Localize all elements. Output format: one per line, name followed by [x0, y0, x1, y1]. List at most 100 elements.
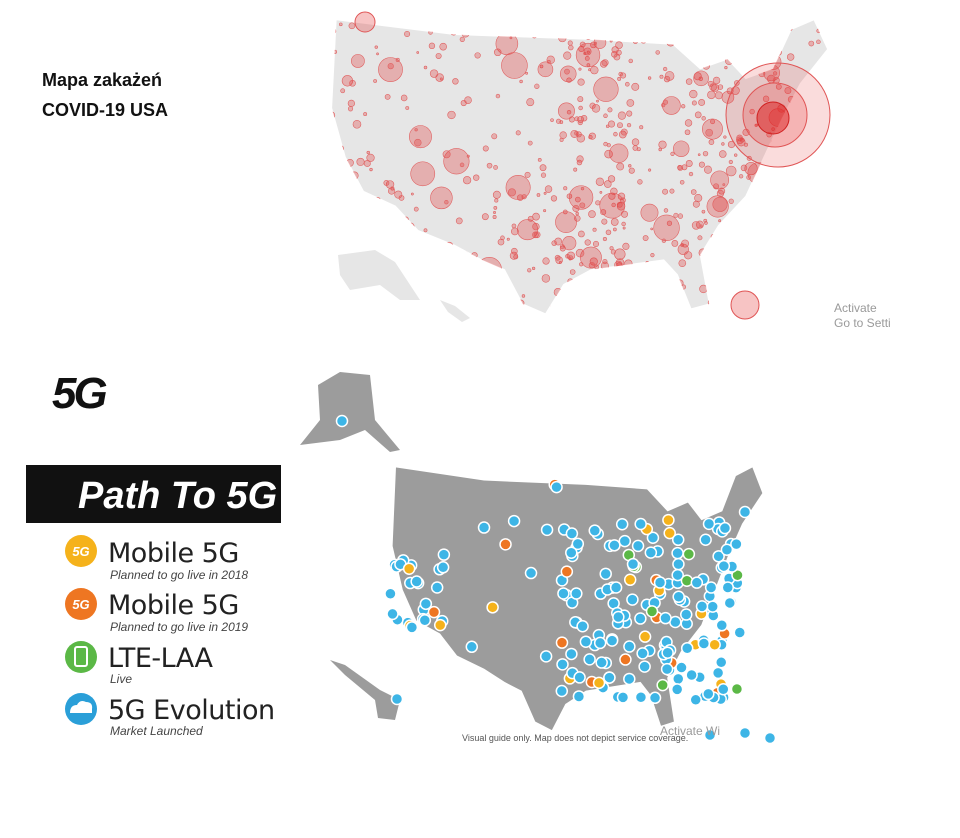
case-dot	[601, 59, 609, 67]
case-dot	[772, 288, 780, 296]
case-dot	[599, 191, 603, 194]
market-dot	[402, 562, 416, 575]
case-dot	[658, 140, 667, 149]
case-dot	[542, 19, 546, 22]
case-dot	[632, 38, 638, 44]
case-dot	[610, 23, 622, 34]
market-dot	[436, 561, 450, 574]
case-dot	[423, 65, 428, 70]
case-dot	[692, 200, 700, 208]
case-dot	[535, 32, 540, 37]
case-dot	[536, 193, 541, 197]
case-dot	[584, 56, 590, 61]
case-dot	[628, 167, 635, 174]
case-dot	[673, 140, 690, 157]
case-dot	[694, 194, 703, 203]
case-dot	[650, 253, 655, 258]
market-dot	[599, 567, 612, 581]
market-dot	[712, 550, 725, 563]
case-dot	[582, 284, 590, 292]
legend-note: Live	[110, 672, 132, 686]
case-dot	[713, 183, 720, 190]
market-dot	[671, 568, 684, 582]
case-dot	[537, 158, 542, 162]
case-dot	[588, 68, 592, 72]
case-dot	[730, 290, 760, 320]
case-dot	[752, 185, 756, 189]
market-dot	[638, 630, 652, 643]
case-dot	[777, 208, 783, 214]
market-dot	[730, 682, 744, 696]
case-dot	[758, 292, 763, 297]
case-dot	[511, 247, 518, 255]
case-dot	[754, 123, 758, 127]
market-dot	[720, 543, 734, 556]
case-dot	[677, 243, 689, 255]
case-dot	[728, 159, 733, 165]
case-dot	[777, 189, 783, 195]
case-dot	[727, 265, 736, 274]
case-dot	[685, 78, 693, 85]
case-dot	[527, 140, 533, 146]
case-dot	[624, 259, 633, 268]
case-dot	[603, 295, 607, 298]
market-dot	[477, 521, 491, 534]
case-dot	[666, 37, 675, 47]
case-dot	[376, 52, 379, 56]
market-dot	[618, 534, 632, 548]
case-dot	[577, 96, 584, 103]
market-dot	[680, 574, 694, 587]
market-dot	[593, 636, 607, 650]
case-dot	[347, 106, 354, 112]
market-dot	[721, 581, 735, 594]
case-dot	[701, 116, 706, 121]
case-dot	[661, 238, 667, 243]
case-dot	[463, 306, 468, 310]
case-dot	[331, 137, 340, 146]
case-dot	[746, 175, 751, 180]
case-dot	[613, 23, 617, 27]
case-dot	[764, 206, 769, 212]
case-dot	[555, 211, 577, 233]
case-dot	[706, 251, 715, 260]
case-dot	[617, 76, 622, 81]
market-dot	[427, 605, 441, 619]
case-dot	[366, 150, 370, 155]
case-dot	[501, 52, 528, 79]
case-dot	[482, 19, 491, 26]
case-dot	[573, 167, 578, 172]
market-dot	[717, 559, 731, 573]
case-dot	[770, 177, 790, 197]
case-dot	[516, 194, 524, 201]
market-dot	[663, 526, 676, 540]
case-dot	[425, 266, 429, 270]
case-dot	[381, 19, 389, 26]
market-dot	[539, 650, 553, 663]
case-dot	[613, 227, 617, 232]
case-dot	[717, 84, 724, 90]
case-dot	[519, 79, 523, 84]
case-dot	[691, 100, 697, 106]
case-dot	[604, 273, 608, 278]
case-dot	[659, 19, 686, 39]
market-dots	[335, 414, 777, 745]
case-dot	[721, 142, 725, 146]
case-dot	[414, 138, 422, 147]
market-dot	[603, 671, 616, 684]
case-dot	[461, 29, 470, 38]
case-dot	[718, 233, 724, 238]
case-dot	[590, 41, 597, 49]
case-dot	[719, 269, 744, 294]
market-dot	[733, 626, 747, 639]
case-dot	[691, 53, 698, 61]
market-dot	[631, 539, 645, 553]
market-dot	[711, 666, 725, 680]
case-dot	[622, 226, 626, 230]
case-dot	[735, 242, 744, 252]
market-dot	[565, 647, 578, 661]
market-dot	[410, 575, 423, 588]
case-dot	[493, 165, 498, 170]
case-dot	[666, 306, 670, 309]
case-dot	[452, 78, 459, 85]
case-dot	[707, 90, 716, 100]
